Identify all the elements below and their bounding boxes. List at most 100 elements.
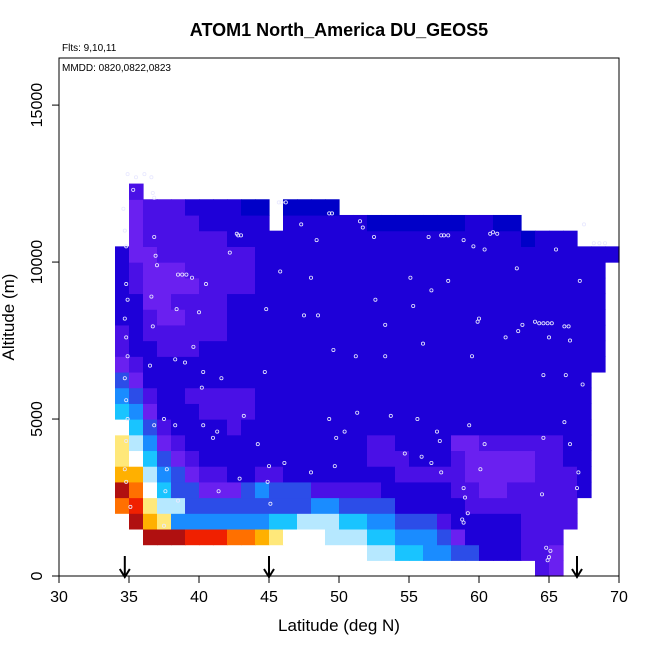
heatmap-cell [143,372,158,388]
heatmap-cell [115,356,130,372]
heatmap-cell [157,325,172,341]
heatmap-cell [185,341,200,357]
heatmap-cell [185,325,200,341]
heatmap-cell [171,199,186,215]
heatmap-cell [157,450,172,466]
heatmap-cell [325,199,340,215]
heatmap-cell [549,372,564,388]
heatmap-cell [353,435,368,451]
heatmap-cell [353,403,368,419]
heatmap-cell [493,372,508,388]
heatmap-cell [283,403,298,419]
heatmap-cell [227,341,242,357]
heatmap-cell [325,325,340,341]
heatmap-cell [563,513,578,529]
heatmap-cell [143,513,158,529]
heatmap-cell [521,231,536,247]
heatmap-cell [269,278,284,294]
heatmap-cell [423,466,438,482]
heatmap-cell [213,231,228,247]
heatmap-cell [283,215,298,231]
heatmap-cell [171,529,186,545]
heatmap-cell [367,545,382,561]
heatmap-cell [157,215,172,231]
heatmap-cell [353,466,368,482]
heatmap-cell [549,419,564,435]
heatmap-cell [171,513,186,529]
heatmap-cell [115,309,130,325]
flights-note: Flts: 9,10,11 [62,43,117,54]
y-tick-label: 0 [29,571,46,580]
heatmap-cell [507,482,522,498]
heatmap-cell [129,513,144,529]
heatmap-cell [199,419,214,435]
heatmap-cell [241,388,256,404]
heatmap-cell [143,215,158,231]
heatmap-cell [297,215,312,231]
heatmap-cell [395,466,410,482]
heatmap-cell [143,466,158,482]
heatmap-cell [255,278,270,294]
heatmap-cell [311,262,326,278]
heatmap-cell [535,325,550,341]
heatmap-cell [255,293,270,309]
heatmap-cell [507,466,522,482]
heatmap-cell [339,246,354,262]
heatmap-cell [171,388,186,404]
heatmap-cell [367,482,382,498]
heatmap-cell [437,246,452,262]
heatmap-cell [227,293,242,309]
heatmap-cell [535,513,550,529]
heatmap-cell [535,309,550,325]
heatmap-cell [171,419,186,435]
heatmap-cell [255,325,270,341]
heatmap-cell [129,419,144,435]
heatmap-cell [297,498,312,514]
heatmap-cell [283,356,298,372]
heatmap-cell [437,231,452,247]
heatmap-cell [381,388,396,404]
heatmap-cell [339,215,354,231]
heatmap-cell [409,419,424,435]
heatmap-cell [493,482,508,498]
heatmap-cell [269,293,284,309]
heatmap-cell [507,325,522,341]
heatmap-cell [115,278,130,294]
heatmap-cell [423,262,438,278]
heatmap-cell [283,498,298,514]
heatmap-cell [563,262,578,278]
heatmap-cell [577,466,592,482]
heatmap-cell [381,293,396,309]
heatmap-cell [381,450,396,466]
heatmap-cell [423,403,438,419]
heatmap-cell [311,388,326,404]
heatmap-cell [381,309,396,325]
heatmap-cell [129,199,144,215]
heatmap-cell [171,309,186,325]
heatmap-cell [311,356,326,372]
heatmap-cell [465,482,480,498]
heatmap-cell [269,529,284,545]
heatmap-cell [241,246,256,262]
heatmap-cell [549,513,564,529]
heatmap-cell [297,246,312,262]
heatmap-cell [423,545,438,561]
heatmap-cell [325,388,340,404]
heatmap-cell [171,278,186,294]
heatmap-cell [339,262,354,278]
heatmap-cell [171,356,186,372]
heatmap-cell [255,262,270,278]
heatmap-cell [591,293,606,309]
heatmap-cell [171,498,186,514]
heatmap-cell [367,403,382,419]
heatmap-cell [115,372,130,388]
y-tick-label: 10000 [29,240,46,285]
heatmap-cell [297,293,312,309]
heatmap-cell [437,388,452,404]
heatmap-cell [227,403,242,419]
heatmap-cell [493,450,508,466]
heatmap-cell [353,419,368,435]
heatmap-cell [227,372,242,388]
heatmap-cell [395,341,410,357]
heatmap-cell [185,419,200,435]
